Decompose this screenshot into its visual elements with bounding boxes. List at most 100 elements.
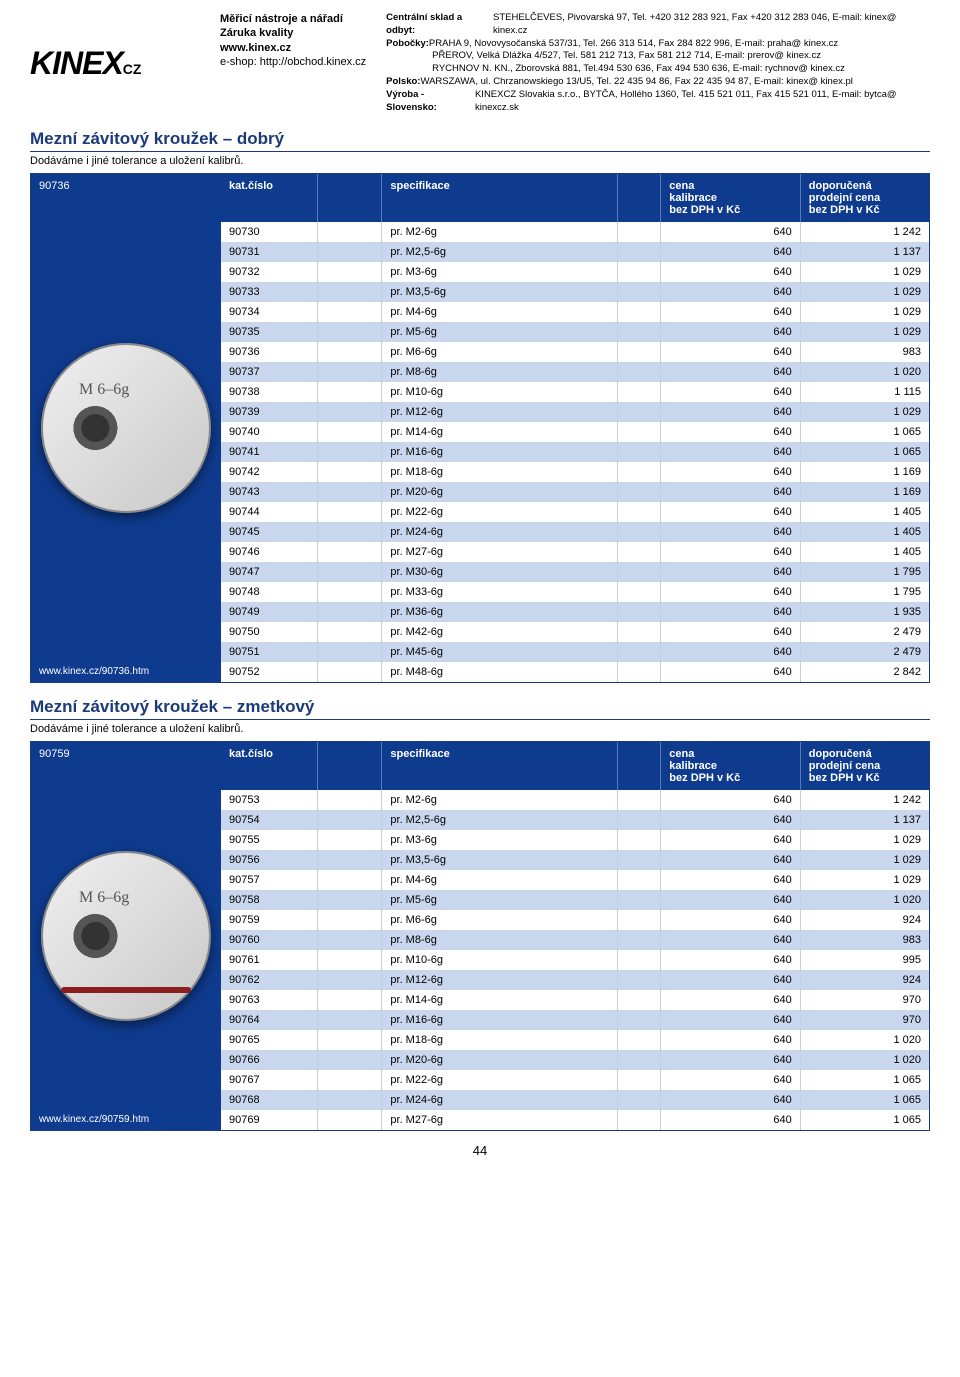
table-cell: pr. M36-6g bbox=[382, 602, 618, 622]
table-cell: 640 bbox=[661, 1070, 800, 1090]
table-cell: pr. M24-6g bbox=[382, 1090, 618, 1110]
table-cell: pr. M6-6g bbox=[382, 910, 618, 930]
table-cell: 90753 bbox=[221, 790, 318, 810]
table-header-row: kat.číslospecifikacecenakalibracebez DPH… bbox=[221, 742, 929, 790]
table-row: 90756pr. M3,5-6g6401 029 bbox=[221, 850, 929, 870]
table-cell: pr. M10-6g bbox=[382, 382, 618, 402]
table-cell: 90763 bbox=[221, 990, 318, 1010]
table-cell: pr. M3-6g bbox=[382, 262, 618, 282]
table-cell: 640 bbox=[661, 302, 800, 322]
table-row: 90753pr. M2-6g6401 242 bbox=[221, 790, 929, 810]
page-header: KINEXCZ Měřicí nástroje a nářadí Záruka … bbox=[30, 12, 930, 115]
table-cell: 640 bbox=[661, 622, 800, 642]
table-cell: 90737 bbox=[221, 362, 318, 382]
table-cell: 640 bbox=[661, 950, 800, 970]
table-cell bbox=[618, 642, 661, 662]
table-cell: pr. M12-6g bbox=[382, 402, 618, 422]
table-cell: pr. M4-6g bbox=[382, 302, 618, 322]
table-cell: 1 065 bbox=[800, 1110, 929, 1130]
table-cell: 640 bbox=[661, 990, 800, 1010]
table-cell: 90744 bbox=[221, 502, 318, 522]
logo-main: KINEX bbox=[30, 45, 123, 81]
table-row: 90765pr. M18-6g6401 020 bbox=[221, 1030, 929, 1050]
addr-text: KINEXCZ Slovakia s.r.o., BYTČA, Hollého … bbox=[475, 89, 930, 115]
table-cell: 1 169 bbox=[800, 462, 929, 482]
table-cell: pr. M14-6g bbox=[382, 990, 618, 1010]
table-cell bbox=[618, 342, 661, 362]
table-cell: 640 bbox=[661, 1030, 800, 1050]
table-cell: 924 bbox=[800, 910, 929, 930]
table-cell bbox=[318, 1010, 382, 1030]
table-cell bbox=[618, 242, 661, 262]
table-cell: 1 029 bbox=[800, 870, 929, 890]
col-header: doporučenáprodejní cenabez DPH v Kč bbox=[800, 742, 929, 790]
col-header: cenakalibracebez DPH v Kč bbox=[661, 742, 800, 790]
slogan: Měřicí nástroje a nářadí Záruka kvality … bbox=[220, 12, 366, 115]
table-cell: 640 bbox=[661, 890, 800, 910]
table-cell: pr. M22-6g bbox=[382, 1070, 618, 1090]
table-cell bbox=[618, 582, 661, 602]
table-cell: 924 bbox=[800, 970, 929, 990]
addr-text: RYCHNOV N. KN., Zborovská 881, Tel.494 5… bbox=[386, 63, 930, 76]
table-cell bbox=[618, 1050, 661, 1070]
table-cell: 640 bbox=[661, 830, 800, 850]
table-cell: pr. M48-6g bbox=[382, 662, 618, 682]
table-cell: 90757 bbox=[221, 870, 318, 890]
address-block: Centrální sklad a odbyt: STEHELČEVES, Pi… bbox=[386, 12, 930, 115]
table-cell bbox=[318, 970, 382, 990]
table-cell: 90750 bbox=[221, 622, 318, 642]
table-row: 90761pr. M10-6g640995 bbox=[221, 950, 929, 970]
table-cell: pr. M5-6g bbox=[382, 890, 618, 910]
section1-subtitle: Dodáváme i jiné tolerance a uložení kali… bbox=[30, 155, 930, 167]
table-cell bbox=[318, 442, 382, 462]
table-cell: pr. M20-6g bbox=[382, 482, 618, 502]
table-cell: 640 bbox=[661, 1010, 800, 1030]
table-cell: 970 bbox=[800, 990, 929, 1010]
table-cell bbox=[618, 810, 661, 830]
table-cell: 1 020 bbox=[800, 362, 929, 382]
section1-image: M 6–6g bbox=[31, 174, 221, 682]
table-cell bbox=[618, 462, 661, 482]
addr-text: WARSZAWA, ul. Chrzanowskiego 13/U5, Tel.… bbox=[420, 76, 852, 89]
table-cell bbox=[318, 382, 382, 402]
table-cell: pr. M33-6g bbox=[382, 582, 618, 602]
table-row: 90751pr. M45-6g6402 479 bbox=[221, 642, 929, 662]
table-cell: pr. M18-6g bbox=[382, 462, 618, 482]
table-cell bbox=[318, 810, 382, 830]
table-cell bbox=[618, 502, 661, 522]
table-cell: 640 bbox=[661, 790, 800, 810]
table-cell: pr. M30-6g bbox=[382, 562, 618, 582]
table-cell: 90745 bbox=[221, 522, 318, 542]
table-row: 90748pr. M33-6g6401 795 bbox=[221, 582, 929, 602]
table-cell bbox=[318, 990, 382, 1010]
table-cell bbox=[618, 302, 661, 322]
table-cell: pr. M8-6g bbox=[382, 930, 618, 950]
table-cell bbox=[618, 442, 661, 462]
table-cell bbox=[318, 322, 382, 342]
table-cell bbox=[618, 662, 661, 682]
table-row: 90766pr. M20-6g6401 020 bbox=[221, 1050, 929, 1070]
table-cell: 640 bbox=[661, 850, 800, 870]
table-cell: 640 bbox=[661, 342, 800, 362]
table-cell bbox=[318, 542, 382, 562]
table-cell: 90755 bbox=[221, 830, 318, 850]
table-cell: pr. M27-6g bbox=[382, 542, 618, 562]
addr-text: STEHELČEVES, Pivovarská 97, Tel. +420 31… bbox=[493, 12, 930, 38]
table-cell: 90739 bbox=[221, 402, 318, 422]
table-cell bbox=[618, 522, 661, 542]
table-cell: 640 bbox=[661, 542, 800, 562]
table-row: 90760pr. M8-6g640983 bbox=[221, 930, 929, 950]
table-cell bbox=[618, 970, 661, 990]
table-cell: 90746 bbox=[221, 542, 318, 562]
table-cell bbox=[318, 582, 382, 602]
table-cell bbox=[318, 1110, 382, 1130]
table-cell: pr. M10-6g bbox=[382, 950, 618, 970]
table-row: 90755pr. M3-6g6401 029 bbox=[221, 830, 929, 850]
table-cell bbox=[318, 262, 382, 282]
slogan-l3: www.kinex.cz bbox=[220, 41, 366, 55]
table-cell bbox=[318, 910, 382, 930]
col-header bbox=[318, 174, 382, 222]
table-cell: 90765 bbox=[221, 1030, 318, 1050]
table-cell bbox=[618, 990, 661, 1010]
table-cell: 90747 bbox=[221, 562, 318, 582]
